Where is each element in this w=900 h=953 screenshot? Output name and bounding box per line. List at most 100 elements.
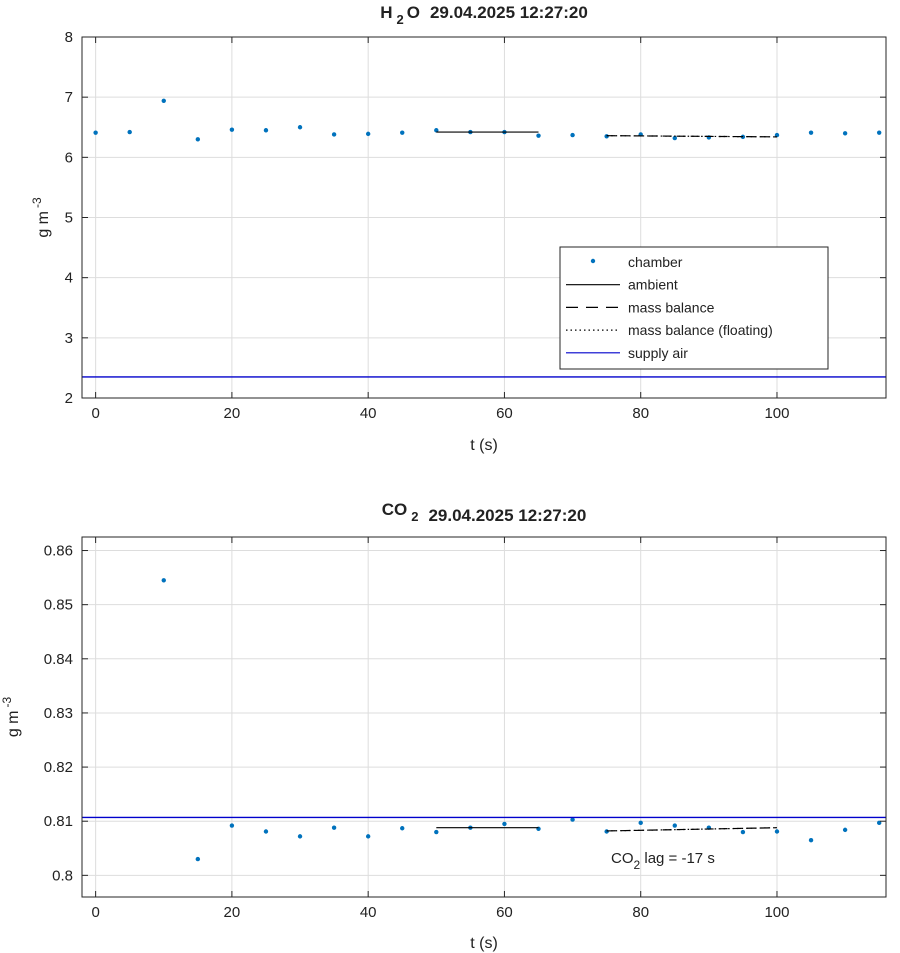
y-tick-label: 4: [65, 270, 73, 287]
y-tick-label: 0.85: [44, 597, 73, 614]
chamber-point: [331, 825, 337, 830]
chamber-point: [502, 821, 507, 827]
x-tick-label: 80: [632, 904, 649, 921]
y-tick-label: 0.82: [44, 759, 73, 776]
chamber-point: [331, 132, 337, 137]
legend-label: mass balance (floating): [628, 322, 773, 338]
chamber-point: [774, 132, 780, 138]
y-axis-label: g m -3: [30, 197, 52, 238]
chamber-point: [229, 127, 235, 132]
chamber-point: [195, 856, 201, 862]
chamber-point: [263, 829, 269, 834]
chamber-point: [638, 820, 643, 826]
chamber-point: [536, 133, 541, 138]
y-tick-label: 0.86: [44, 543, 73, 560]
plot-area: [82, 537, 886, 897]
annotation-prefix: CO: [611, 850, 634, 867]
chamber-point: [161, 578, 166, 583]
title-timestamp: 29.04.2025 12:27:20: [428, 506, 586, 525]
y-tick-label: 2: [65, 390, 73, 407]
title-subscript: 2: [396, 12, 403, 27]
axes-box: [81, 536, 887, 898]
x-tick-label: 60: [496, 405, 513, 422]
x-tick-label: 60: [496, 904, 513, 921]
legend-label: ambient: [628, 277, 678, 293]
chart-title: CO 2 29.04.2025 12:27:20: [382, 500, 587, 525]
annotation-subscript: 2: [634, 858, 641, 872]
data-layer: [82, 98, 886, 378]
x-tick-label: 20: [224, 405, 241, 422]
title-species: CO: [382, 500, 408, 519]
chamber-point: [672, 823, 677, 828]
y-tick-label: 7: [65, 89, 73, 106]
y-tick-label: 0.84: [44, 651, 73, 668]
legend-box: [559, 246, 829, 370]
legend: chamber ambient mass balance mass balance (…: [559, 246, 829, 370]
chamber-point: [365, 834, 371, 839]
annotation-text: lag = -17 s: [640, 850, 715, 867]
y-tick-label: 0.8: [52, 867, 73, 884]
chamber-point: [808, 130, 814, 135]
x-axis-label: t (s): [470, 935, 498, 952]
chamber-point: [297, 125, 303, 130]
mass-balance-floating-line: [606, 135, 777, 138]
chamber-point: [876, 130, 882, 135]
legend-label: supply air: [628, 345, 688, 361]
x-tick-label: 80: [632, 405, 649, 422]
chamber-point: [434, 128, 439, 133]
chart-1: 0 20 40 60 80 100 0.8 0.81 0.82 0.83 0.84 0.85 0.86 C…: [0, 500, 887, 952]
x-tick-label: 20: [224, 904, 241, 921]
y-tick-label: 5: [65, 210, 73, 227]
chamber-point: [570, 132, 575, 138]
chamber-point: [774, 829, 780, 834]
legend-marker: [590, 258, 596, 264]
chamber-point: [570, 817, 575, 822]
title-species: H: [380, 3, 392, 22]
chamber-point: [195, 137, 201, 142]
chamber-point: [842, 131, 848, 136]
y-axis-label: g m -3: [0, 697, 22, 738]
chamber-point: [842, 827, 848, 833]
chamber-point: [808, 837, 814, 843]
chamber-point: [400, 130, 405, 135]
legend-label: mass balance: [628, 299, 715, 315]
y-tick-label: 8: [65, 29, 73, 46]
chamber-point: [229, 823, 235, 828]
x-tick-label: 0: [91, 904, 99, 921]
chamber-point: [400, 826, 405, 831]
y-tick-label: 0.81: [44, 813, 73, 830]
lag-annotation: CO2 lag = -17 s: [611, 850, 715, 872]
x-tick-label: 100: [764, 904, 789, 921]
x-tick-label: 40: [360, 405, 377, 422]
chamber-point: [161, 98, 166, 103]
y-label-exponent: -3: [30, 197, 44, 208]
y-label-base: g m: [35, 211, 52, 238]
x-axis-label: t (s): [470, 437, 498, 454]
chamber-point: [672, 135, 677, 141]
y-label-base: g m: [5, 711, 22, 738]
title-species-tail: O: [407, 3, 420, 22]
title-timestamp: 29.04.2025 12:27:20: [430, 3, 588, 22]
title-subscript: 2: [411, 509, 418, 524]
data-layer: [82, 578, 886, 862]
y-tick-label: 3: [65, 330, 73, 347]
y-tick-label: 0.83: [44, 705, 73, 722]
mass-balance-floating-line: [606, 827, 777, 832]
y-tick-label: 6: [65, 149, 73, 166]
chamber-point: [93, 130, 98, 135]
legend-label: chamber: [628, 254, 683, 270]
chamber-point: [740, 829, 746, 835]
chamber-point: [127, 129, 132, 135]
x-tick-label: 100: [764, 405, 789, 422]
x-tick-label: 0: [91, 405, 99, 422]
chamber-point: [297, 834, 303, 839]
chamber-point: [876, 820, 882, 826]
x-tick-label: 40: [360, 904, 377, 921]
chamber-point: [263, 128, 269, 133]
chamber-point: [365, 131, 371, 137]
y-label-exponent: -3: [0, 697, 14, 708]
chart-title: H 2 O 29.04.2025 12:27:20: [380, 3, 588, 27]
chamber-point: [434, 829, 439, 835]
